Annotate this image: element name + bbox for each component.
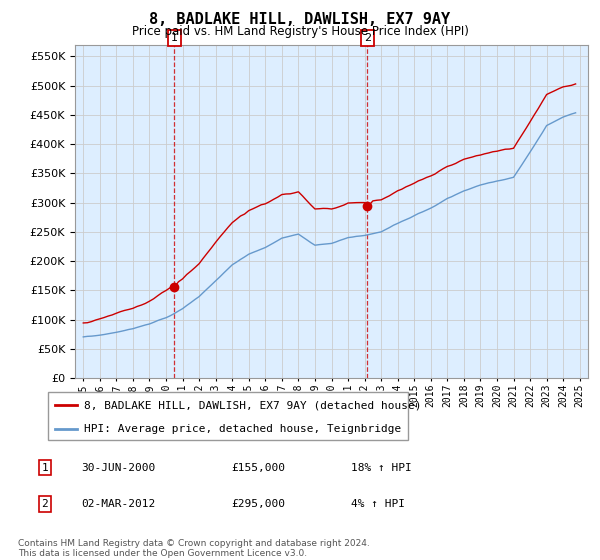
- Text: Contains HM Land Registry data © Crown copyright and database right 2024.
This d: Contains HM Land Registry data © Crown c…: [18, 539, 370, 558]
- Text: £295,000: £295,000: [231, 499, 285, 509]
- Text: Price paid vs. HM Land Registry's House Price Index (HPI): Price paid vs. HM Land Registry's House …: [131, 25, 469, 38]
- Text: 4% ↑ HPI: 4% ↑ HPI: [351, 499, 405, 509]
- FancyBboxPatch shape: [48, 392, 408, 440]
- Text: 8, BADLAKE HILL, DAWLISH, EX7 9AY (detached house): 8, BADLAKE HILL, DAWLISH, EX7 9AY (detac…: [84, 400, 421, 410]
- Text: 30-JUN-2000: 30-JUN-2000: [81, 463, 155, 473]
- Text: HPI: Average price, detached house, Teignbridge: HPI: Average price, detached house, Teig…: [84, 424, 401, 434]
- Text: 1: 1: [41, 463, 49, 473]
- Text: £155,000: £155,000: [231, 463, 285, 473]
- Text: 2: 2: [364, 33, 371, 43]
- Text: 18% ↑ HPI: 18% ↑ HPI: [351, 463, 412, 473]
- Text: 8, BADLAKE HILL, DAWLISH, EX7 9AY: 8, BADLAKE HILL, DAWLISH, EX7 9AY: [149, 12, 451, 27]
- Text: 02-MAR-2012: 02-MAR-2012: [81, 499, 155, 509]
- Text: 2: 2: [41, 499, 49, 509]
- Text: 1: 1: [171, 33, 178, 43]
